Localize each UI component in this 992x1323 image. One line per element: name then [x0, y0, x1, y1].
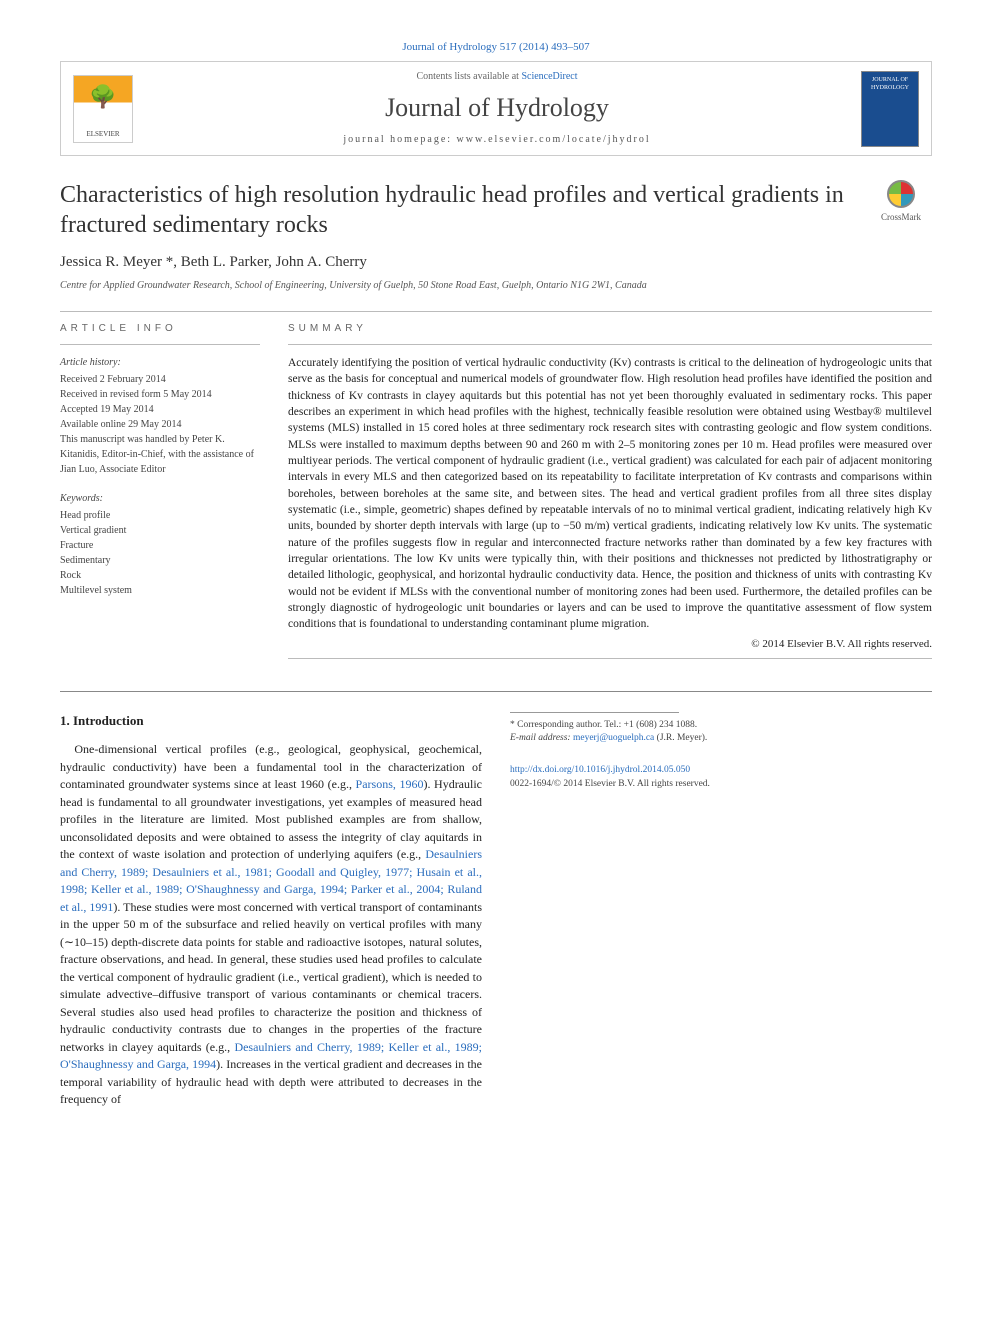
sciencedirect-link[interactable]: ScienceDirect [521, 71, 577, 82]
journal-cover-thumbnail-icon: JOURNAL OF HYDROLOGY [861, 71, 919, 147]
divider [60, 311, 932, 312]
divider [288, 658, 932, 659]
summary-heading: SUMMARY [288, 322, 932, 336]
body-paragraph: One-dimensional vertical profiles (e.g.,… [60, 741, 482, 1109]
info-summary-row: ARTICLE INFO Article history: Received 2… [60, 322, 932, 669]
history-line: This manuscript was handled by Peter K. … [60, 432, 260, 477]
journal-homepage-line: journal homepage: www.elsevier.com/locat… [145, 133, 849, 147]
article-history-block: Article history: Received 2 February 201… [60, 355, 260, 477]
history-label: Article history: [60, 355, 260, 370]
intro-heading: 1. Introduction [60, 712, 482, 731]
journal-header-box: ELSEVIER Contents lists available at Sci… [60, 61, 932, 155]
email-label: E-mail address: [510, 733, 573, 743]
footer-block: http://dx.doi.org/10.1016/j.jhydrol.2014… [510, 758, 932, 792]
author-list: Jessica R. Meyer *, Beth L. Parker, John… [60, 252, 932, 273]
history-line: Received in revised form 5 May 2014 [60, 387, 260, 402]
crossmark-badge-icon [887, 180, 915, 208]
history-line: Available online 29 May 2014 [60, 417, 260, 432]
author-email-link[interactable]: meyerj@uoguelph.ca [573, 733, 654, 743]
keywords-label: Keywords: [60, 491, 260, 506]
citation-link[interactable]: Parsons, 1960 [356, 777, 424, 791]
affiliation: Centre for Applied Groundwater Research,… [60, 279, 932, 293]
elsevier-label: ELSEVIER [86, 130, 119, 140]
elsevier-logo-icon: ELSEVIER [73, 75, 133, 143]
email-suffix: (J.R. Meyer). [654, 733, 707, 743]
homepage-url: www.elsevier.com/locate/jhydrol [457, 134, 651, 145]
section-divider [60, 691, 932, 692]
running-head-citation: Journal of Hydrology 517 (2014) 493–507 [60, 40, 932, 55]
issn-copyright-line: 0022-1694/© 2014 Elsevier B.V. All right… [510, 778, 932, 792]
footnote-block: * Corresponding author. Tel.: +1 (608) 2… [510, 712, 932, 791]
article-info-column: ARTICLE INFO Article history: Received 2… [60, 322, 260, 669]
keyword: Fracture [60, 538, 260, 553]
homepage-prefix: journal homepage: [343, 134, 456, 145]
body-two-column: 1. Introduction One-dimensional vertical… [60, 712, 932, 1109]
doi-link[interactable]: http://dx.doi.org/10.1016/j.jhydrol.2014… [510, 765, 690, 775]
corresponding-author-note: * Corresponding author. Tel.: +1 (608) 2… [510, 719, 932, 732]
contents-available-line: Contents lists available at ScienceDirec… [145, 70, 849, 84]
history-line: Received 2 February 2014 [60, 372, 260, 387]
divider [288, 344, 932, 345]
keyword: Vertical gradient [60, 523, 260, 538]
crossmark-widget[interactable]: CrossMark [870, 180, 932, 224]
article-page: Journal of Hydrology 517 (2014) 493–507 … [0, 0, 992, 1139]
keywords-block: Keywords: Head profile Vertical gradient… [60, 491, 260, 598]
copyright-line: © 2014 Elsevier B.V. All rights reserved… [288, 637, 932, 653]
email-line: E-mail address: meyerj@uoguelph.ca (J.R.… [510, 732, 932, 745]
title-row: Characteristics of high resolution hydra… [60, 180, 932, 240]
keyword: Rock [60, 568, 260, 583]
history-line: Accepted 19 May 2014 [60, 402, 260, 417]
summary-text: Accurately identifying the position of v… [288, 355, 932, 633]
header-center: Contents lists available at ScienceDirec… [145, 70, 849, 146]
divider [60, 344, 260, 345]
body-text: ). These studies were most concerned wit… [60, 900, 482, 1054]
keyword: Multilevel system [60, 583, 260, 598]
crossmark-label: CrossMark [881, 212, 921, 222]
article-info-heading: ARTICLE INFO [60, 322, 260, 336]
summary-column: SUMMARY Accurately identifying the posit… [288, 322, 932, 669]
keyword: Head profile [60, 508, 260, 523]
keyword: Sedimentary [60, 553, 260, 568]
journal-name: Journal of Hydrology [145, 90, 849, 126]
article-title: Characteristics of high resolution hydra… [60, 180, 856, 240]
contents-prefix: Contents lists available at [416, 71, 521, 82]
footnote-divider [510, 712, 679, 713]
